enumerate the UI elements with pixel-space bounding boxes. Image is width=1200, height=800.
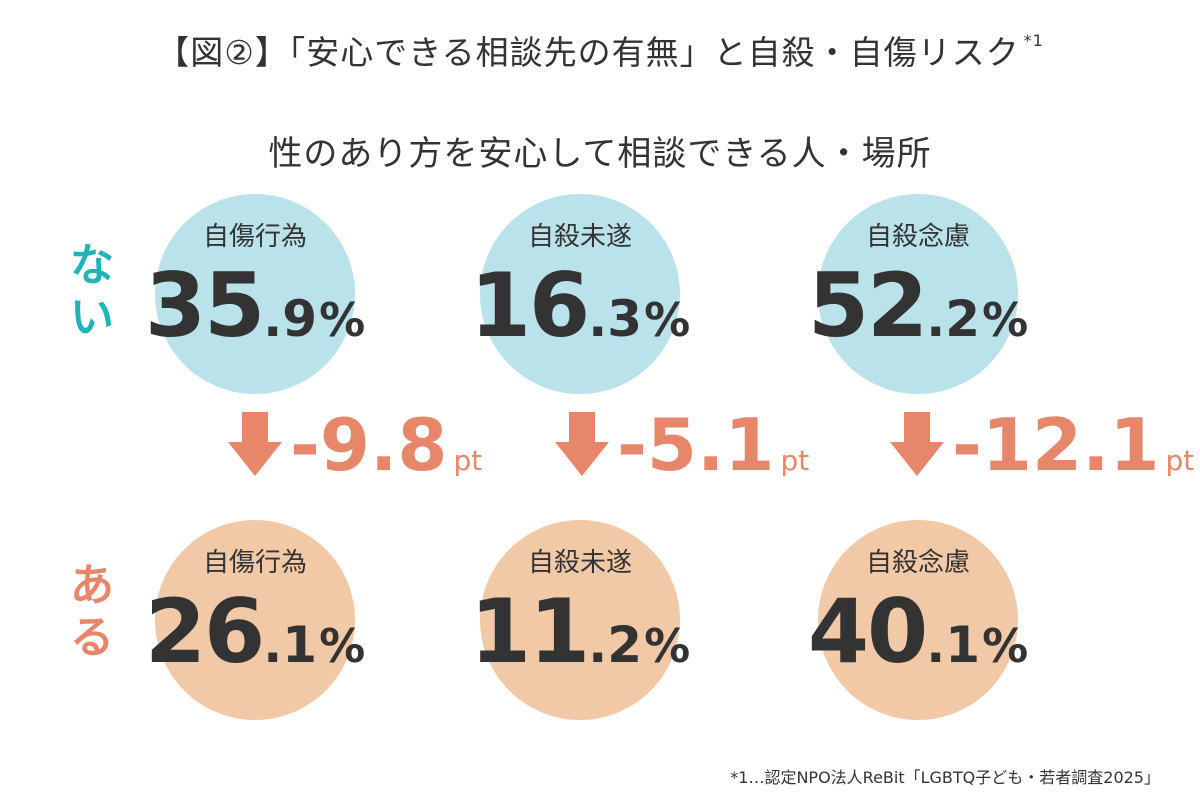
value-unit: % (982, 293, 1029, 347)
row-label-char: い (70, 292, 114, 343)
footnote: *1…認定NPO法人ReBit「LGBTQ子ども・若者調査2025」 (730, 768, 1160, 787)
value-label: 16.3% (460, 254, 700, 357)
difference-label: -12.1 pt (952, 400, 1194, 506)
title-text: 【図②】「安心できる相談先の有無」と自殺・自傷リスク (156, 33, 1020, 72)
down-arrow-icon (555, 412, 609, 476)
category-label: 自傷行為 (202, 222, 307, 252)
circle-aru-self-harm: 自傷行為 26.1% (145, 520, 365, 720)
difference-label: -9.8 pt (290, 400, 482, 506)
value-label: 52.2% (798, 254, 1038, 357)
value-dec: .3 (588, 290, 643, 348)
difference-value: -9.8 (290, 403, 448, 487)
category-label: 自殺念慮 (865, 548, 970, 578)
difference-unit: pt (1165, 444, 1195, 477)
difference-value: -12.1 (952, 403, 1160, 487)
row-label-aru: あ る (62, 560, 122, 664)
difference-value: -5.1 (617, 403, 775, 487)
difference-label: -5.1 pt (617, 400, 809, 506)
circle-aru-suicide-attempt: 自殺未遂 11.2% (470, 520, 690, 720)
value-label: 35.9% (135, 254, 375, 357)
value-dec: .2 (588, 616, 643, 674)
value-label: 40.1% (798, 580, 1038, 683)
value-label: 11.2% (460, 580, 700, 683)
value-int: 11 (469, 580, 590, 683)
row-label-char: な (70, 240, 114, 291)
value-unit: % (644, 619, 691, 673)
chart-subtitle: 性のあり方を安心して相談できる人・場所 (268, 134, 932, 174)
value-unit: % (644, 293, 691, 347)
down-arrow-icon (890, 412, 944, 476)
value-int: 35 (144, 254, 265, 357)
value-dec: .2 (926, 290, 981, 348)
value-unit: % (319, 619, 366, 673)
row-label-char: る (70, 612, 114, 663)
value-int: 52 (807, 254, 928, 357)
category-label: 自殺念慮 (865, 222, 970, 252)
row-label-char: あ (70, 560, 114, 611)
value-int: 40 (807, 580, 928, 683)
value-dec: .1 (263, 616, 318, 674)
value-int: 26 (144, 580, 265, 683)
value-unit: % (319, 293, 366, 347)
chart-title: 【図②】「安心できる相談先の有無」と自殺・自傷リスク *1 (0, 26, 1200, 74)
difference-unit: pt (453, 444, 483, 477)
circle-nai-suicidal-ideation: 自殺念慮 52.2% (808, 194, 1028, 394)
circle-aru-suicidal-ideation: 自殺念慮 40.1% (808, 520, 1028, 720)
difference-unit: pt (780, 444, 810, 477)
category-label: 自殺未遂 (527, 548, 632, 578)
row-label-nai: な い (62, 240, 122, 344)
value-int: 16 (469, 254, 590, 357)
category-label: 自傷行為 (202, 548, 307, 578)
value-unit: % (982, 619, 1029, 673)
value-dec: .1 (926, 616, 981, 674)
circle-nai-self-harm: 自傷行為 35.9% (145, 194, 365, 394)
circle-nai-suicide-attempt: 自殺未遂 16.3% (470, 194, 690, 394)
category-label: 自殺未遂 (527, 222, 632, 252)
down-arrow-icon (228, 412, 282, 476)
value-dec: .9 (263, 290, 318, 348)
footnote-mark: *1 (1023, 31, 1044, 50)
value-label: 26.1% (135, 580, 375, 683)
